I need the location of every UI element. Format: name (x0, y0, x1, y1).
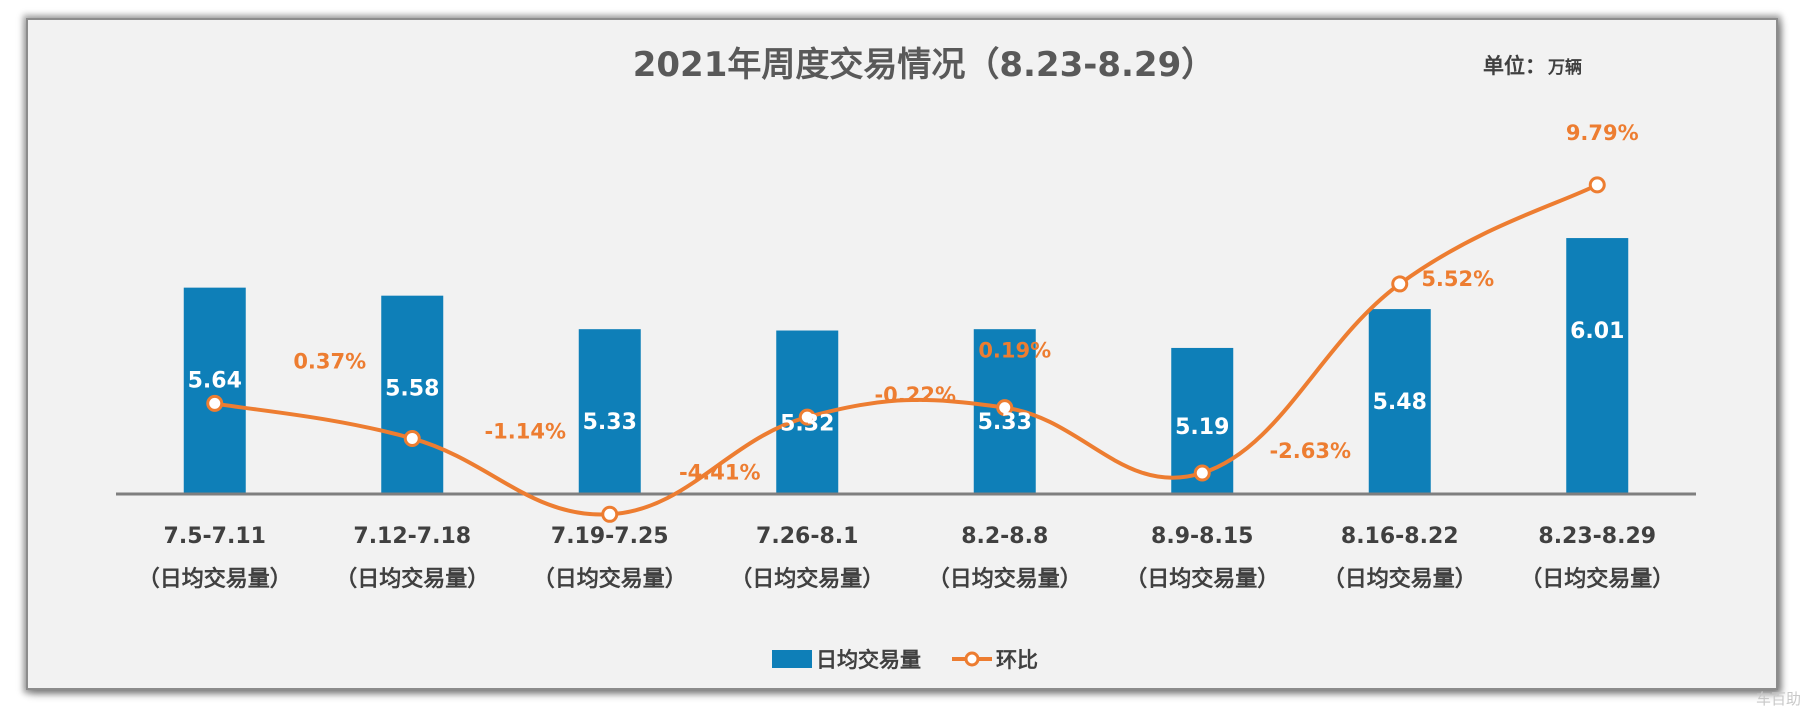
bar-value-label: 5.33 (583, 410, 637, 435)
line-point (601, 505, 619, 523)
category-labels: 7.5-7.11 （日均交易量） 7.12-7.18 （日均交易量） 7.19-7.25… (138, 524, 1675, 592)
category-sublabel: （日均交易量） (533, 566, 687, 592)
bar-value-label: 5.19 (1175, 415, 1229, 440)
legend-bar-swatch (772, 650, 812, 668)
chart-title: 2021年周度交易情况（8.23-8.29） (633, 45, 1216, 85)
legend: 日均交易量 环比 (772, 648, 1038, 672)
pct-label: -1.14% (484, 419, 566, 443)
bar-value-label: 6.01 (1570, 319, 1624, 344)
pct-labels: 0.37% -1.14% -4.41% -0.22% 0.19% -2.63% 5.52% 9… (293, 121, 1638, 484)
pct-label: 5.52% (1421, 267, 1494, 291)
pct-label: 0.19% (978, 339, 1051, 363)
line-point (403, 429, 421, 447)
series-line (214, 183, 1599, 517)
bar (578, 329, 641, 494)
unit-label: 单位： (1483, 54, 1546, 78)
bar-labels: 5.64 5.58 5.33 5.32 5.33 5.19 5.48 6.01 (188, 319, 1625, 440)
category-label: 7.26-8.1 (756, 524, 858, 549)
pct-label: -4.41% (679, 460, 761, 484)
line-point (1193, 464, 1211, 482)
chart: 2021年周度交易情况（8.23-8.29） 单位： 万辆 5.64 5.585.… (116, 45, 1696, 672)
bar (1566, 238, 1629, 494)
category-sublabel: （日均交易量） (730, 566, 884, 592)
category-label: 7.5-7.11 (164, 524, 266, 549)
legend-line-label: 环比 (996, 648, 1038, 672)
category-sublabel: （日均交易量） (335, 566, 489, 592)
category-sublabel: （日均交易量） (928, 566, 1082, 592)
bar-value-label: 5.58 (385, 377, 439, 402)
pct-label: -2.63% (1269, 439, 1351, 463)
pct-label: 0.37% (293, 349, 366, 373)
line-point (206, 394, 224, 412)
bar-value-label: 5.48 (1373, 390, 1427, 415)
category-sublabel: （日均交易量） (1520, 566, 1674, 592)
bar-value-label: 5.33 (978, 410, 1032, 435)
line-point (798, 408, 816, 426)
category-label: 7.12-7.18 (353, 524, 471, 549)
bar-value-label: 5.64 (188, 369, 242, 394)
line-point (1588, 176, 1606, 194)
pct-label: -0.22% (874, 383, 956, 407)
category-sublabel: （日均交易量） (138, 566, 292, 592)
category-label: 8.16-8.22 (1341, 524, 1459, 549)
watermark: 车百助 (1755, 690, 1801, 708)
category-label: 7.19-7.25 (551, 524, 669, 549)
category-label: 8.2-8.8 (961, 524, 1048, 549)
line-point (996, 399, 1014, 417)
line-series (206, 176, 1606, 523)
bar (1368, 309, 1431, 494)
category-label: 8.9-8.15 (1151, 524, 1253, 549)
line-point (1391, 275, 1409, 293)
bar (183, 287, 246, 494)
legend-line-marker (964, 651, 980, 667)
category-sublabel: （日均交易量） (1125, 566, 1279, 592)
chart-frame: 2021年周度交易情况（8.23-8.29） 单位： 万辆 5.64 5.58 5.… (26, 18, 1778, 690)
bar-value-label: 5.32 (780, 412, 834, 437)
bar (381, 295, 444, 494)
category-sublabel: （日均交易量） (1323, 566, 1477, 592)
category-label: 8.23-8.29 (1538, 524, 1656, 549)
pct-label: 9.79% (1566, 121, 1639, 145)
legend-bar-label: 日均交易量 (816, 648, 921, 672)
unit-value: 万辆 (1547, 57, 1582, 78)
